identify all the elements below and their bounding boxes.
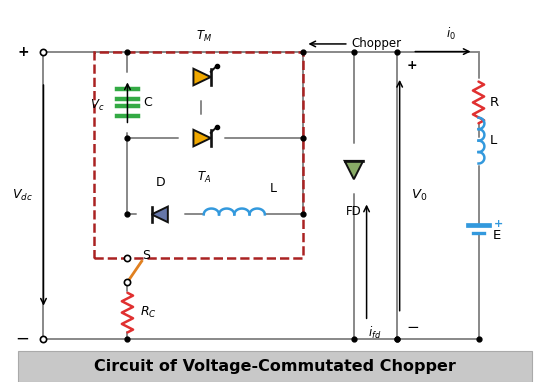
Polygon shape [152, 206, 168, 222]
Text: $V_c$: $V_c$ [90, 97, 104, 113]
Polygon shape [194, 69, 211, 85]
Text: Circuit of Voltage-Commutated Chopper: Circuit of Voltage-Commutated Chopper [94, 359, 456, 374]
Polygon shape [194, 130, 211, 146]
Text: D: D [156, 176, 166, 189]
Text: $V_{dc}$: $V_{dc}$ [12, 188, 32, 203]
Text: Chopper: Chopper [351, 38, 402, 51]
Text: $R_C$: $R_C$ [140, 305, 157, 320]
Text: +: + [406, 59, 417, 72]
Text: $i_0$: $i_0$ [446, 26, 455, 43]
Bar [18, 351, 532, 382]
Text: $T_A$: $T_A$ [197, 170, 211, 185]
Text: C: C [144, 96, 152, 109]
Text: $V_0$: $V_0$ [411, 188, 428, 203]
Text: $i_{fd}$: $i_{fd}$ [368, 325, 382, 341]
Text: E: E [493, 229, 501, 242]
Bar [95, 52, 303, 258]
Text: +: + [18, 44, 29, 59]
Polygon shape [345, 161, 363, 179]
Text: R: R [490, 96, 499, 109]
Text: FD: FD [346, 205, 362, 218]
Text: $T_M$: $T_M$ [196, 29, 212, 44]
Text: S: S [142, 249, 150, 262]
Text: L: L [270, 182, 277, 195]
Text: −: − [15, 330, 29, 348]
Text: −: − [406, 320, 419, 336]
Text: L: L [490, 134, 497, 147]
Text: +: + [494, 219, 503, 229]
